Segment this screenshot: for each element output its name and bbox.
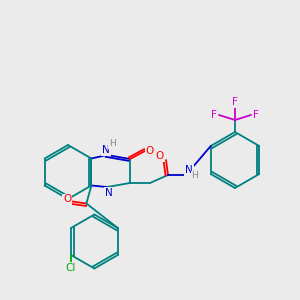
Text: N: N [102, 145, 110, 155]
Text: O: O [63, 194, 71, 205]
Text: H: H [192, 172, 198, 181]
Text: O: O [156, 151, 164, 161]
Text: N: N [185, 165, 193, 175]
Text: H: H [109, 140, 116, 148]
Text: F: F [253, 110, 259, 120]
Text: F: F [232, 97, 238, 107]
Text: O: O [146, 146, 154, 156]
Text: Cl: Cl [66, 263, 76, 273]
Text: N: N [105, 188, 113, 198]
Text: F: F [211, 110, 217, 120]
